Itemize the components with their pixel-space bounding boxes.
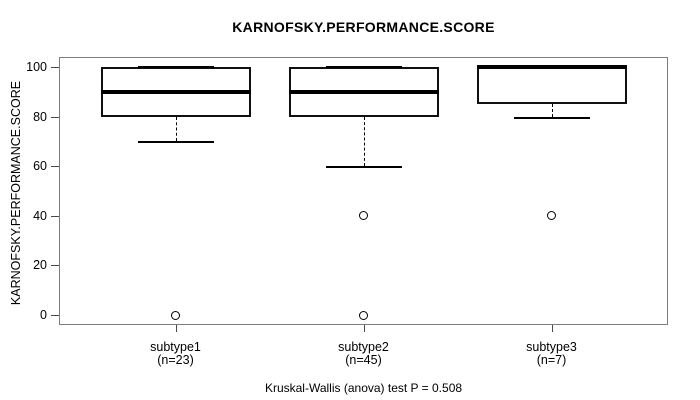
lower-whisker-line bbox=[175, 116, 177, 142]
plot-frame bbox=[59, 57, 668, 325]
y-tick bbox=[51, 166, 59, 168]
outlier-point bbox=[547, 211, 556, 221]
y-tick bbox=[51, 66, 59, 68]
y-tick-label: 20 bbox=[33, 258, 47, 273]
median-line bbox=[476, 64, 627, 69]
lower-whisker-cap bbox=[325, 166, 402, 169]
group-sublabel: (n=23) bbox=[157, 353, 194, 367]
y-tick-label: 80 bbox=[33, 109, 47, 124]
y-tick bbox=[51, 116, 59, 118]
x-tick bbox=[551, 325, 553, 332]
lower-whisker-cap bbox=[137, 141, 214, 144]
group-label: subtype3 bbox=[526, 340, 577, 354]
lower-whisker-line bbox=[551, 104, 553, 117]
stat-test-caption: Kruskal-Wallis (anova) test P = 0.508 bbox=[264, 381, 463, 395]
outlier-point bbox=[171, 310, 180, 320]
y-tick-label: 100 bbox=[26, 59, 47, 74]
chart-title: KARNOFSKY.PERFORMANCE.SCORE bbox=[232, 19, 495, 35]
y-tick bbox=[51, 265, 59, 267]
x-tick bbox=[175, 325, 177, 332]
lower-whisker-line bbox=[363, 116, 365, 167]
outlier-point bbox=[359, 211, 368, 221]
y-tick bbox=[51, 315, 59, 317]
boxplot-box bbox=[476, 66, 627, 105]
y-tick-label: 0 bbox=[40, 308, 47, 323]
upper-whisker-cap bbox=[325, 65, 402, 68]
y-tick-label: 60 bbox=[33, 159, 47, 174]
median-line bbox=[100, 89, 251, 94]
upper-whisker-cap bbox=[137, 65, 214, 68]
y-tick bbox=[51, 215, 59, 217]
lower-whisker-cap bbox=[513, 116, 590, 119]
outlier-point bbox=[359, 310, 368, 320]
group-sublabel: (n=45) bbox=[345, 353, 382, 367]
group-sublabel: (n=7) bbox=[536, 353, 567, 367]
x-tick bbox=[363, 325, 365, 332]
group-label: subtype1 bbox=[150, 340, 201, 354]
y-tick-label: 40 bbox=[33, 208, 47, 223]
median-line bbox=[288, 89, 439, 94]
group-label: subtype2 bbox=[338, 340, 389, 354]
